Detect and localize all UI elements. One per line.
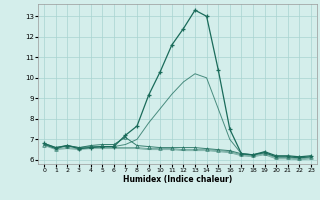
X-axis label: Humidex (Indice chaleur): Humidex (Indice chaleur)	[123, 175, 232, 184]
